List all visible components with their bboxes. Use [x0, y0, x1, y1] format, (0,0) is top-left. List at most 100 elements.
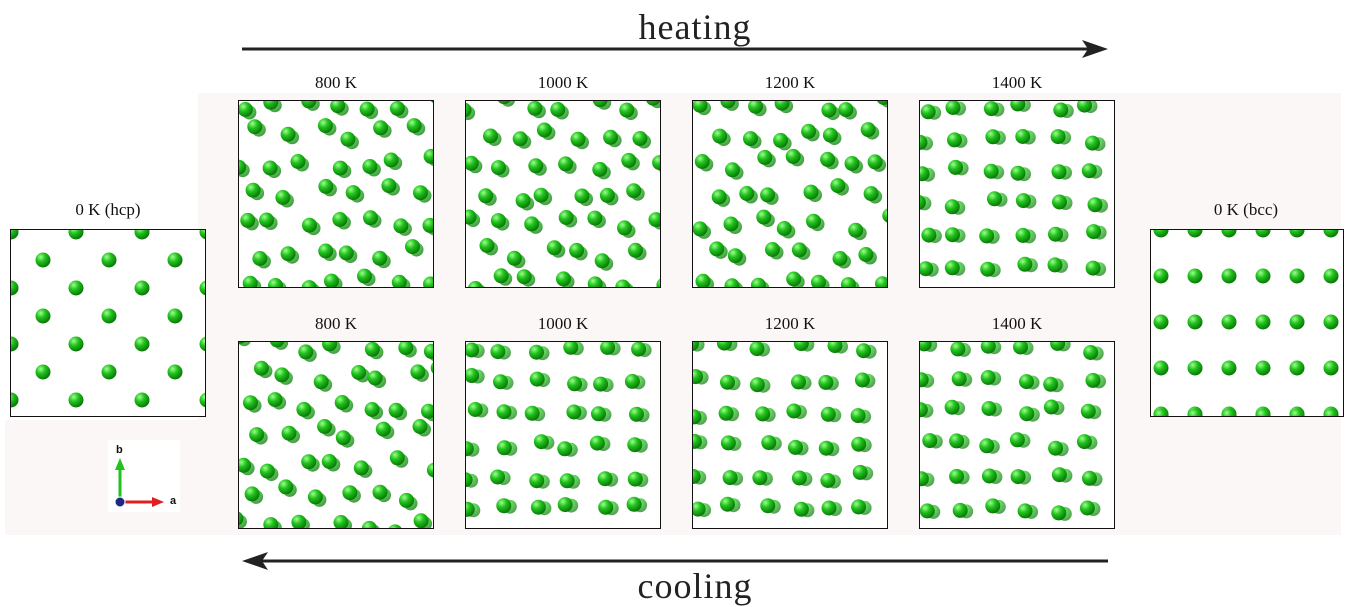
atom — [760, 498, 775, 513]
atom — [318, 118, 333, 133]
cool-1400-panel — [919, 341, 1115, 529]
atom — [1082, 163, 1097, 178]
bcc-atoms — [1151, 230, 1344, 417]
atom — [298, 344, 313, 359]
atom — [806, 214, 821, 229]
atom — [979, 228, 994, 243]
atom — [1256, 269, 1271, 284]
atom — [357, 269, 372, 284]
atom — [945, 260, 960, 275]
atom — [1324, 269, 1339, 284]
atom — [1053, 103, 1068, 118]
atom — [652, 155, 661, 170]
atom — [757, 150, 772, 165]
heat-1400-title: 1400 K — [917, 73, 1117, 93]
atom — [921, 228, 936, 243]
atom — [560, 473, 575, 488]
atom — [786, 404, 801, 419]
atom — [497, 404, 512, 419]
atom — [373, 120, 388, 135]
atom — [882, 208, 888, 223]
atom — [830, 178, 845, 193]
atom — [1052, 195, 1067, 210]
atom — [36, 309, 51, 324]
atom — [557, 441, 572, 456]
atom — [887, 243, 888, 258]
atom — [530, 372, 545, 387]
atom — [1188, 230, 1203, 238]
heat-1000-atoms — [466, 101, 661, 288]
heat-1000-panel — [465, 100, 661, 288]
atom — [362, 521, 377, 529]
atom — [1222, 361, 1237, 376]
atom — [845, 156, 860, 171]
atom — [945, 227, 960, 242]
atom — [794, 502, 809, 517]
atom — [791, 374, 806, 389]
atom — [947, 132, 962, 147]
atom — [318, 244, 333, 259]
atom — [773, 133, 788, 148]
atom — [851, 499, 866, 514]
atom — [600, 528, 615, 529]
atom — [200, 337, 207, 352]
atom — [497, 440, 512, 455]
atom — [268, 392, 283, 407]
atom — [513, 131, 528, 146]
atom — [952, 371, 967, 386]
atom — [625, 374, 640, 389]
atom — [365, 342, 380, 357]
atom — [588, 276, 603, 288]
atom — [848, 223, 863, 238]
atom — [1154, 361, 1169, 376]
atom — [243, 395, 258, 410]
atom — [725, 162, 740, 177]
atom — [1080, 501, 1095, 516]
atom — [823, 128, 838, 143]
b-axis-label: b — [116, 444, 123, 456]
atom — [721, 435, 736, 450]
atom — [314, 374, 329, 389]
atom — [240, 213, 255, 228]
atom — [531, 500, 546, 515]
atom — [591, 406, 606, 421]
atom — [1222, 269, 1237, 284]
atom — [720, 497, 735, 512]
atom — [760, 187, 775, 202]
atom — [838, 102, 853, 117]
cool-800-title: 800 K — [236, 314, 436, 334]
atom — [483, 129, 498, 144]
atom — [424, 344, 434, 359]
atom — [1222, 315, 1237, 330]
atom — [765, 242, 780, 257]
atom — [1256, 315, 1271, 330]
atom — [468, 281, 483, 288]
atom — [558, 156, 573, 171]
atom — [517, 269, 532, 284]
atom — [36, 365, 51, 380]
atom — [301, 454, 316, 469]
atom — [761, 435, 776, 450]
atom — [1048, 227, 1063, 242]
atom — [603, 130, 618, 145]
atom — [567, 376, 582, 391]
atom — [302, 280, 317, 288]
atom — [317, 419, 332, 434]
cool-1400-atoms — [920, 342, 1115, 529]
atom — [1290, 230, 1305, 238]
atom — [777, 221, 792, 236]
heat-1000-title: 1000 K — [463, 73, 663, 93]
atom — [695, 154, 710, 169]
atom — [381, 178, 396, 193]
atom — [619, 103, 634, 118]
heat-800-panel — [238, 100, 434, 288]
atom — [719, 406, 734, 421]
atom — [1019, 406, 1034, 421]
atom — [1019, 374, 1034, 389]
atom — [1018, 503, 1033, 518]
heat-800-atoms — [239, 101, 434, 288]
atom — [351, 365, 366, 380]
atom — [281, 246, 296, 261]
atom — [629, 407, 644, 422]
atom — [340, 132, 355, 147]
